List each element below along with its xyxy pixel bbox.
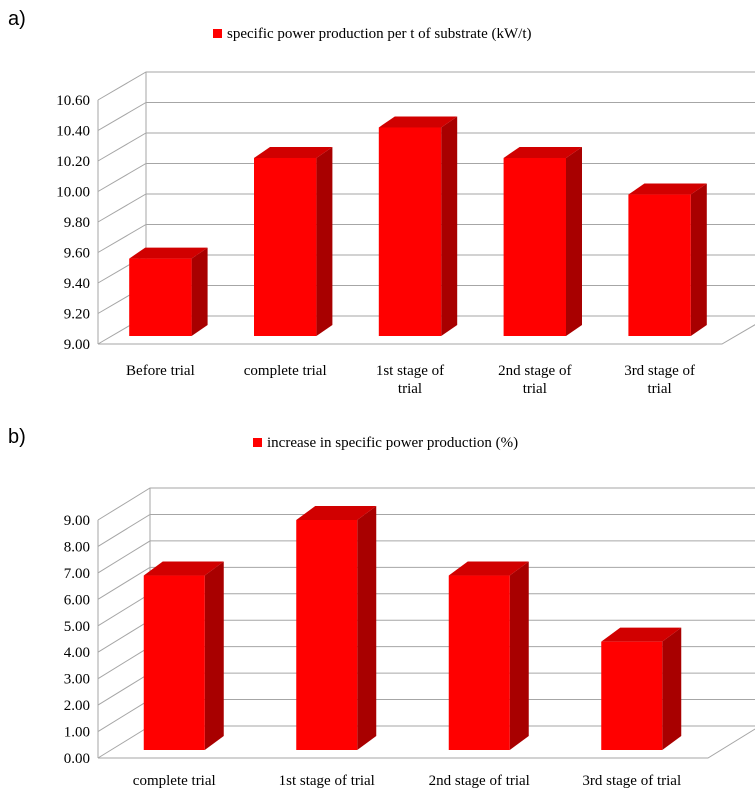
bar-face — [143, 575, 205, 750]
bar-face — [448, 575, 510, 750]
bar-0 — [143, 561, 224, 750]
bar-top — [503, 146, 582, 158]
legend-swatch — [213, 29, 222, 38]
y-tick-label: 3.00 — [64, 672, 90, 688]
bar-1 — [296, 506, 377, 750]
x-tick-label: complete trial — [133, 773, 216, 789]
bar-top — [378, 116, 458, 128]
y-tick-label: 9.80 — [64, 215, 90, 231]
bar-side — [191, 247, 208, 336]
y-tick-label: 9.00 — [64, 337, 90, 353]
chart-b: increase in specific power production (%… — [64, 435, 755, 789]
y-tick-label: 9.60 — [64, 246, 90, 262]
panel-label-b: b) — [8, 426, 26, 448]
bar-3 — [601, 627, 682, 750]
bar-face — [254, 157, 317, 336]
gridline — [97, 132, 755, 162]
bar-1 — [254, 146, 333, 336]
x-tick-label: 2nd stage of trial — [498, 363, 571, 397]
panel-label-a: a) — [8, 8, 26, 30]
legend-label: increase in specific power production (%… — [267, 435, 518, 451]
y-tick-label: 7.00 — [64, 566, 90, 582]
bar-0 — [129, 247, 208, 336]
bar-2 — [448, 561, 529, 750]
bar-top — [296, 506, 377, 520]
bar-top — [628, 183, 707, 195]
y-tick-label: 9.40 — [64, 276, 90, 292]
bar-side — [690, 183, 707, 336]
bar-face — [503, 157, 566, 336]
y-tick-label: 1.00 — [64, 725, 90, 741]
bar-face — [628, 194, 691, 336]
bar-side — [566, 146, 582, 336]
legend-swatch — [253, 438, 262, 447]
bar-2 — [378, 116, 458, 336]
gridline — [97, 71, 755, 101]
gridline — [97, 566, 755, 600]
floor-edge — [98, 324, 755, 345]
bar-face — [378, 127, 442, 336]
y-tick-label: 2.00 — [64, 698, 90, 714]
x-tick-label: complete trial — [244, 363, 327, 379]
bar-top — [143, 561, 224, 576]
y-tick-label: 10.40 — [56, 124, 90, 140]
gridline — [97, 487, 755, 521]
y-tick-label: 10.00 — [56, 185, 90, 201]
bar-side — [509, 561, 529, 750]
bar-top — [601, 627, 682, 642]
x-tick-label: 3rd stage of trial — [624, 363, 695, 397]
bar-face — [129, 258, 192, 336]
bar-top — [254, 146, 333, 158]
bar-side — [441, 116, 458, 336]
y-tick-label: 8.00 — [64, 539, 90, 555]
bar-face — [296, 520, 358, 750]
floor-edge — [98, 728, 755, 759]
y-tick-label: 10.60 — [56, 93, 90, 109]
bar-side — [316, 146, 333, 336]
x-tick-label: 3rd stage of trial — [582, 773, 681, 789]
bar-face — [601, 641, 663, 750]
bar-4 — [628, 183, 707, 336]
bar-3 — [503, 146, 582, 336]
x-tick-label: 1st stage of trial — [279, 773, 375, 789]
y-tick-label: 4.00 — [64, 645, 90, 661]
bar-side — [357, 506, 377, 750]
gridline — [97, 540, 755, 574]
y-tick-label: 9.00 — [64, 513, 90, 529]
y-tick-label: 0.00 — [64, 751, 90, 767]
gridline — [97, 102, 755, 131]
x-tick-label: 1st stage of trial — [376, 363, 444, 397]
y-tick-label: 9.20 — [64, 307, 90, 323]
chart-a: specific power production per t of subst… — [56, 26, 755, 397]
bar-top — [129, 247, 208, 259]
y-tick-label: 5.00 — [64, 619, 90, 635]
bar-side — [204, 561, 224, 750]
y-tick-label: 6.00 — [64, 592, 90, 608]
legend-label: specific power production per t of subst… — [227, 26, 531, 42]
x-tick-label: 2nd stage of trial — [429, 773, 530, 789]
bar-side — [662, 627, 682, 750]
bar-top — [448, 561, 529, 576]
y-tick-label: 10.20 — [56, 154, 90, 170]
gridline — [97, 513, 755, 547]
x-tick-label: Before trial — [126, 363, 195, 379]
